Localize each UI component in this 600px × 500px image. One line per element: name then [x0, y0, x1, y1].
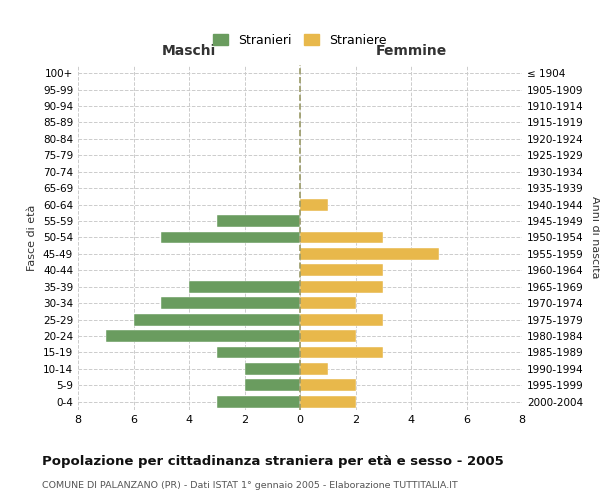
Bar — [300, 314, 383, 326]
Bar — [300, 264, 383, 276]
Y-axis label: Fasce di età: Fasce di età — [28, 204, 37, 270]
Text: COMUNE DI PALANZANO (PR) - Dati ISTAT 1° gennaio 2005 - Elaborazione TUTTITALIA.: COMUNE DI PALANZANO (PR) - Dati ISTAT 1°… — [42, 480, 458, 490]
Legend: Stranieri, Straniere: Stranieri, Straniere — [209, 30, 391, 50]
Bar — [161, 298, 300, 309]
Bar — [217, 396, 300, 407]
Text: Femmine: Femmine — [376, 44, 446, 59]
Bar — [300, 346, 383, 358]
Bar — [189, 281, 300, 292]
Bar — [133, 314, 300, 326]
Bar — [245, 363, 300, 375]
Bar — [300, 298, 355, 309]
Bar — [245, 380, 300, 392]
Y-axis label: Anni di nascita: Anni di nascita — [590, 196, 600, 279]
Bar — [300, 330, 355, 342]
Bar — [300, 198, 328, 210]
Bar — [217, 215, 300, 227]
Text: Maschi: Maschi — [162, 44, 216, 59]
Bar — [106, 330, 300, 342]
Bar — [161, 232, 300, 243]
Text: Popolazione per cittadinanza straniera per età e sesso - 2005: Popolazione per cittadinanza straniera p… — [42, 455, 504, 468]
Bar — [300, 396, 355, 407]
Bar — [217, 346, 300, 358]
Bar — [300, 232, 383, 243]
Bar — [300, 380, 355, 392]
Bar — [300, 248, 439, 260]
Bar — [300, 281, 383, 292]
Bar — [300, 363, 328, 375]
